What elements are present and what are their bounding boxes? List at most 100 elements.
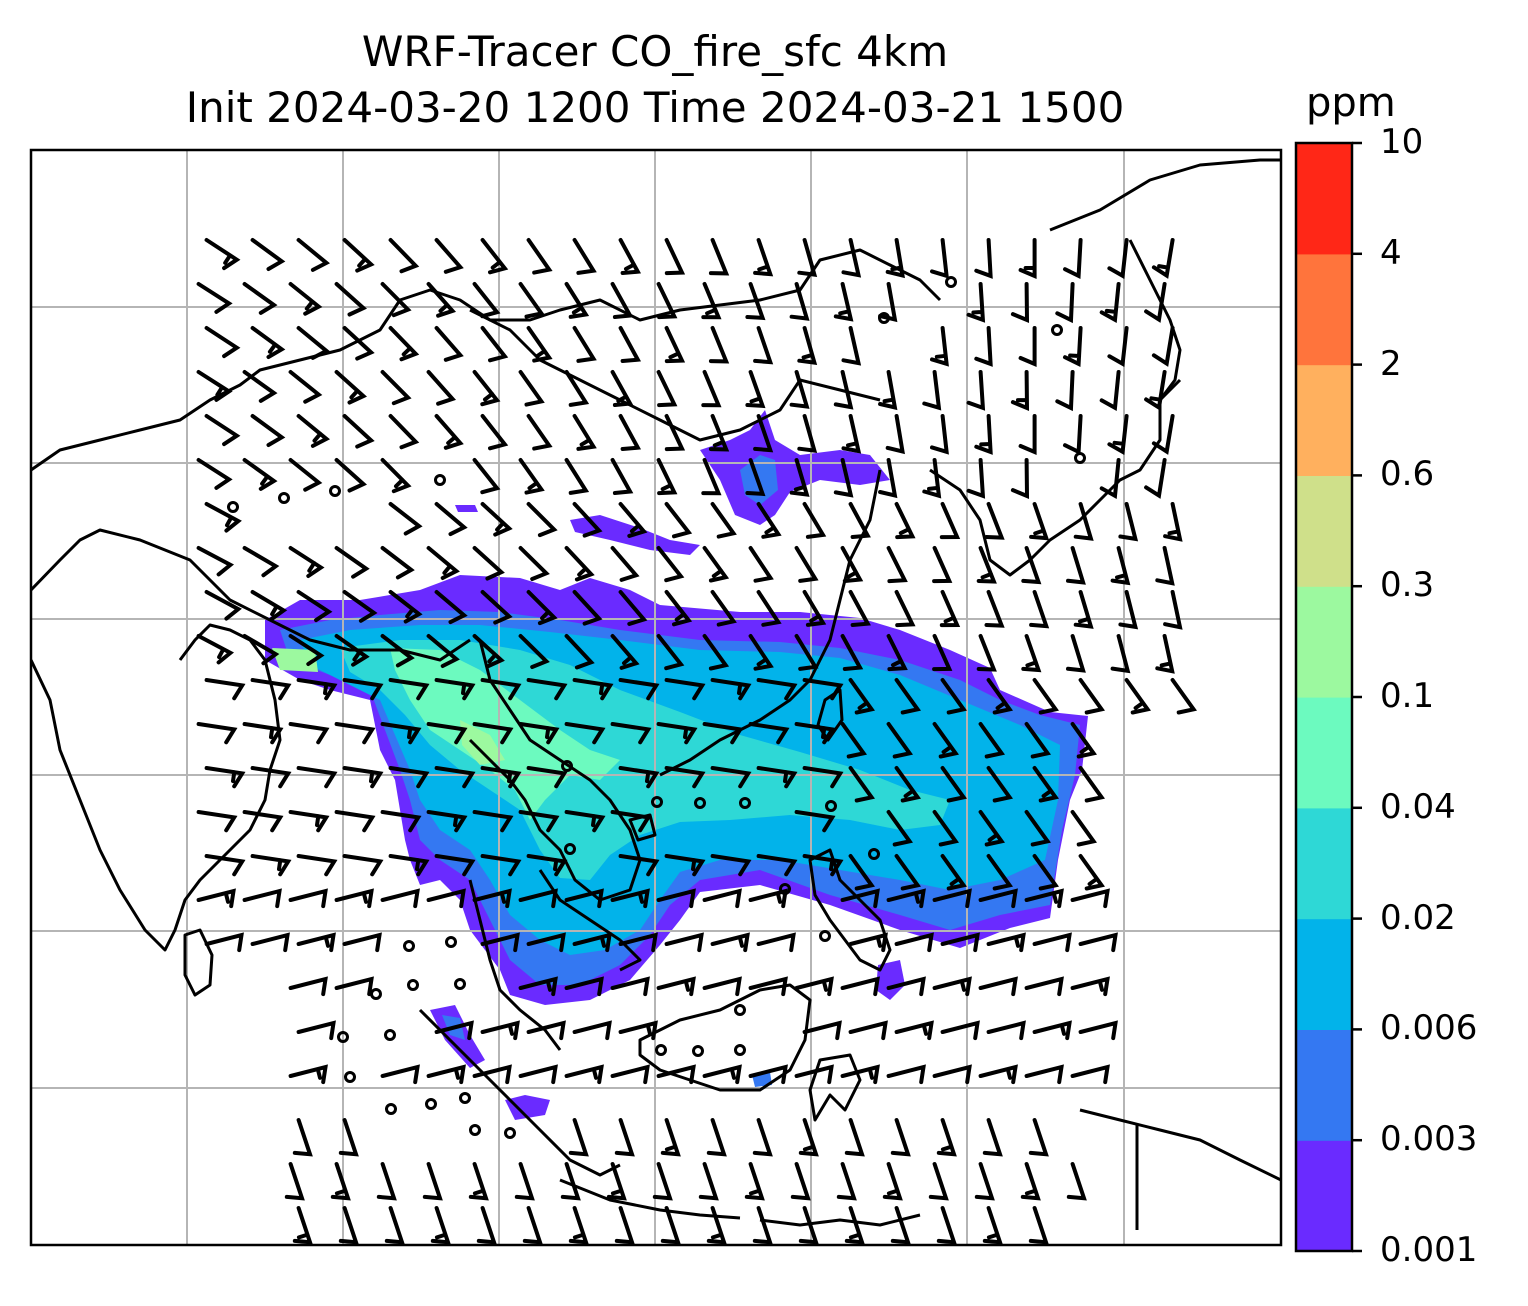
colorbar-tick-label: 4 [1380,232,1402,273]
colorbar-tick-label: 2 [1380,343,1402,384]
wind-barb [656,634,685,671]
wind-barb [930,238,949,279]
wind-barb [753,414,774,453]
wind-barb [564,458,590,495]
wind-barb [939,502,961,540]
wind-barb [618,502,648,538]
wind-barb [886,1064,926,1085]
wind-barb [526,326,553,363]
wind-barb [1107,238,1129,280]
new-guinea [1079,1108,1281,1182]
wind-barb [610,458,634,495]
wind-barb [426,546,460,580]
wind-barb [572,326,597,363]
wind-barb [564,370,590,407]
wind-barb [1110,546,1131,586]
wind-barb [1032,678,1060,715]
wind-barb [526,678,568,701]
wind-barb [756,932,796,953]
calm-wind-marker [329,485,341,497]
wind-barb [1151,414,1175,455]
wind-barb [710,678,752,701]
wind-barb [710,590,737,627]
wind-barb [518,458,545,495]
wind-barb [426,1064,466,1085]
wind-barb [660,1118,681,1157]
wind-barb [1021,634,1042,673]
wind-barb [710,932,750,953]
wind-barb [698,1162,719,1201]
wind-barb [564,634,595,670]
wind-barb [1078,854,1106,891]
wind-barb [789,370,810,409]
wind-barb [204,854,246,877]
wind-barb [664,590,693,627]
wind-barb [618,590,648,626]
plume-level-5 [272,648,318,672]
wind-barb [708,326,730,364]
chart-title-line-1: WRF-Tracer CO_fire_sfc 4km [361,27,949,76]
wind-barb [242,370,278,403]
wind-barb [518,722,560,745]
wind-barb [196,810,238,833]
wind-barb [572,932,612,953]
wind-barb [1078,1020,1118,1041]
wind-barb [388,678,430,701]
wind-barb [242,888,282,909]
wind-barb [472,370,501,407]
wind-barb [986,678,1014,715]
wind-barb [748,722,790,745]
calm-wind-marker [469,1124,481,1136]
wind-barb [1118,502,1139,542]
wind-barb [798,1206,819,1245]
wind-barb [1066,546,1086,585]
wind-barb [380,546,415,580]
plume-small-1 [876,960,905,1000]
wind-barb [288,282,323,316]
wind-barb [292,1206,313,1245]
wind-barb [518,546,550,581]
russia-coast-northeast [1049,158,1281,232]
wind-barb [288,634,325,666]
wind-barb [756,678,798,701]
wind-barb [1078,766,1106,803]
wind-barb [894,502,916,540]
wind-barb [885,238,905,279]
calm-wind-marker [692,1045,704,1057]
wind-barb [841,238,862,278]
wind-barb [848,932,888,953]
wind-barb [296,238,331,272]
wind-barb [702,1064,742,1085]
wind-barb [196,722,238,745]
wind-barb [752,1118,773,1157]
wind-barb [472,458,501,495]
wind-barb [250,238,286,271]
calm-wind-marker [459,1092,471,1104]
wind-barb [196,458,233,490]
wind-barb [652,1162,673,1201]
wind-barb [568,1118,589,1157]
wind-barb [706,1118,727,1157]
wind-barb [802,590,827,627]
colorbar-segment [1296,1029,1352,1141]
wind-barb [894,854,922,891]
wind-barb [388,238,420,274]
wind-barb [701,282,722,320]
wind-barb [656,888,696,909]
wind-barb [664,414,686,452]
wind-barb [204,932,244,953]
wind-barb [894,932,934,953]
colorbar-segment [1296,807,1352,920]
wind-barb [794,634,819,671]
calm-wind-marker [739,797,751,809]
calm-wind-marker [370,988,382,1000]
wind-barb [1018,238,1037,280]
wind-barb [334,976,374,997]
wind-barb [978,976,1018,997]
wind-barb [886,634,908,672]
wind-barb [1066,634,1086,673]
wind-barb [426,282,457,318]
calm-wind-marker [403,940,415,952]
wind-barb [930,326,949,367]
wind-barb [940,766,968,803]
